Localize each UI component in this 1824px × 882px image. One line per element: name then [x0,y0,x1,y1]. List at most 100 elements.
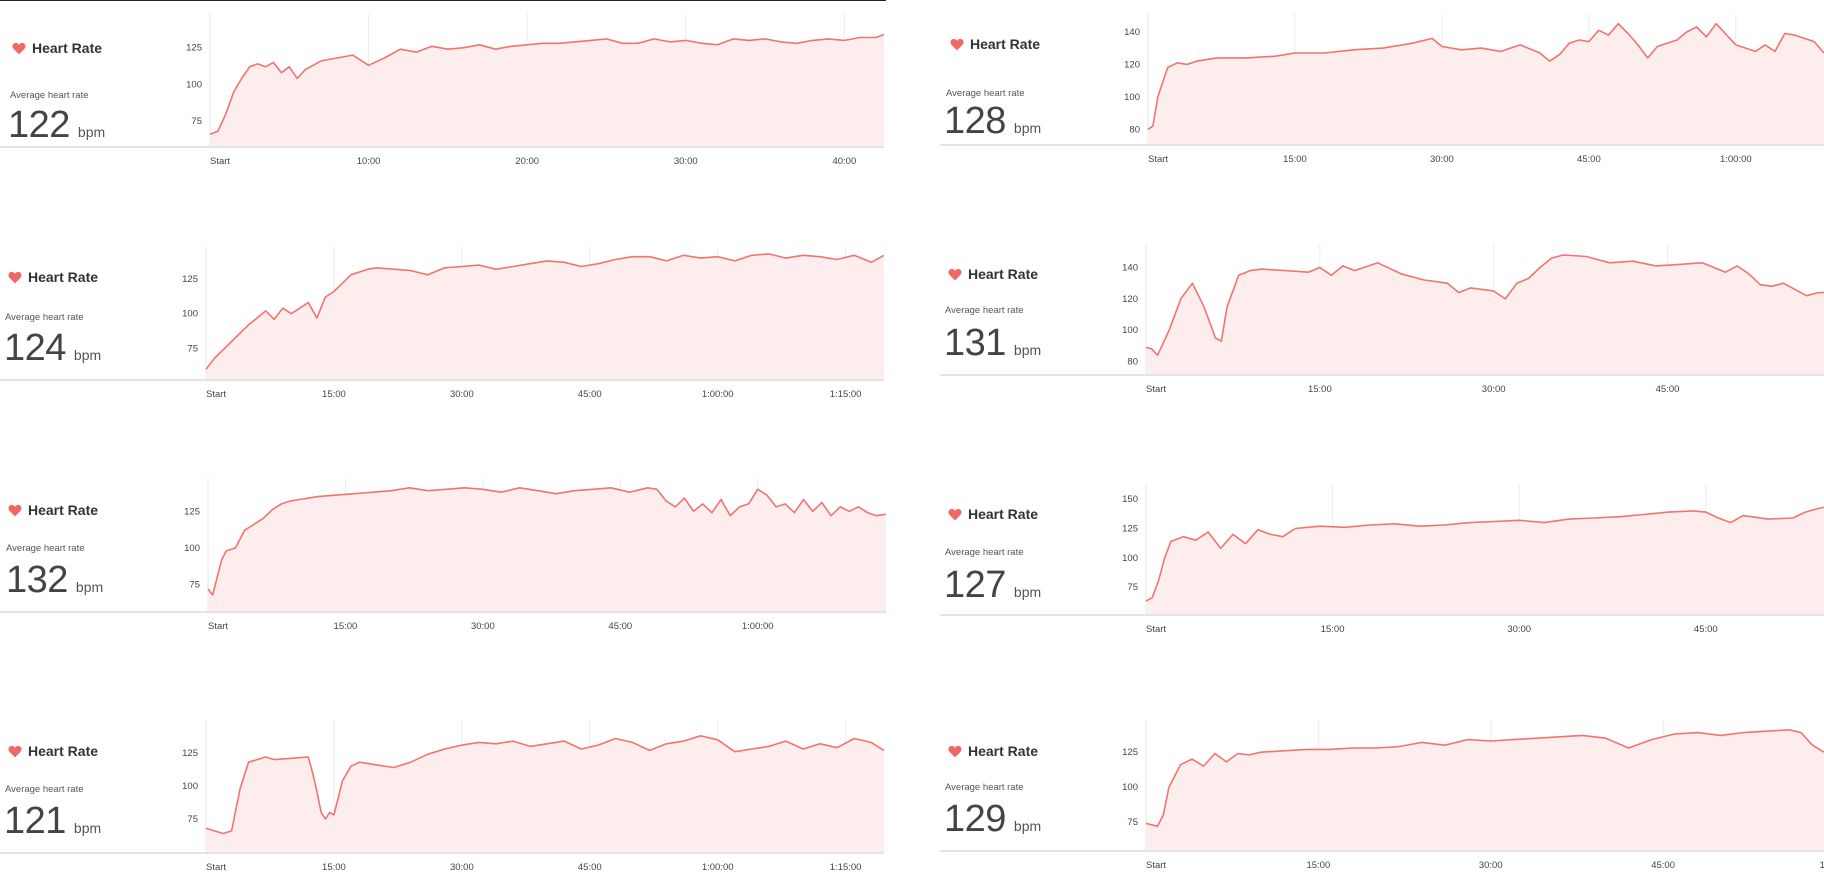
heart-rate-area [1146,255,1824,374]
y-tick-label: 75 [1127,582,1138,593]
chart-header: Heart Rate [948,743,1038,759]
average-heart-rate-value: 129 bpm [944,798,1041,841]
x-tick-label: 10:00 [357,156,381,167]
bpm-number: 121 [4,800,66,842]
heart-rate-panel: Heart Rate Average heart rate 129 bpm 75 100 1… [940,718,1824,880]
x-tick-label: 30:00 [1430,154,1454,165]
heart-rate-plot: 75 100 125 Start 10:00 20:00 30:00 40:00 [186,14,885,167]
bpm-number: 131 [944,322,1006,364]
heart-rate-area [1148,23,1824,145]
heart-rate-area [206,735,884,852]
x-tick-label: 1:00:00 [1820,860,1824,871]
heart-rate-panel: Heart Rate Average heart rate 122 bpm 75 100 1… [0,12,886,176]
bpm-unit: bpm [1013,342,1042,358]
bpm-unit: bpm [1013,584,1042,600]
heart-rate-area [1146,729,1824,850]
average-heart-rate-label: Average heart rate [945,305,1024,316]
heart-rate-panel: Heart Rate Average heart rate 131 bpm 80 100 1… [940,242,1824,404]
y-tick-label: 100 [182,781,198,792]
x-tick-label: 15:00 [1321,624,1345,635]
y-tick-label: 75 [1127,817,1138,828]
y-tick-label: 120 [1124,59,1140,70]
y-tick-label: 125 [1122,747,1138,758]
chart-header: Heart Rate [948,506,1038,522]
bpm-number: 129 [944,798,1006,840]
heart-rate-line [1145,506,1824,602]
y-tick-label: 150 [1122,494,1138,505]
y-tick-label: 75 [187,343,198,354]
bpm-unit: bpm [73,820,102,836]
heart-rate-line [207,487,887,596]
heart-rate-panel: Heart Rate Average heart rate 128 bpm 80 100 1… [940,12,1824,174]
y-tick-label: 140 [1122,262,1138,273]
y-tick-label: 100 [1122,553,1138,564]
x-tick-label: Start [1146,624,1166,635]
average-heart-rate-value: 124 bpm [4,327,101,370]
heart-rate-panel: Heart Rate Average heart rate 127 bpm 75 100 1… [940,482,1824,644]
average-heart-rate-label: Average heart rate [5,312,84,323]
top-rule [0,0,886,1]
x-tick-label: 30:00 [450,862,474,873]
heart-rate-plot: 75 100 125 Start 15:00 30:00 45:00 1:00:00 [1122,720,1824,871]
heart-rate-area [206,253,884,379]
x-tick-label: 30:00 [471,621,495,632]
y-tick-label: 80 [1129,124,1140,135]
heart-icon [948,508,962,520]
heart-rate-plot: 75 100 125 150 Start 15:00 30:00 45:00 [1122,484,1824,635]
average-heart-rate-label: Average heart rate [10,90,89,101]
average-heart-rate-value: 128 bpm [944,100,1041,143]
x-tick-label: Start [1146,860,1166,871]
heart-rate-line [209,33,885,136]
average-heart-rate-value: 131 bpm [944,322,1041,365]
chart-header: Heart Rate [8,502,98,518]
heart-icon [12,42,26,54]
x-tick-label: 30:00 [1482,384,1506,395]
chart-header: Heart Rate [950,36,1040,52]
heart-icon [8,745,22,757]
y-tick-label: 80 [1127,356,1138,367]
x-tick-label: 15:00 [322,862,346,873]
y-tick-label: 100 [1124,92,1140,103]
heart-rate-area [208,487,886,611]
y-tick-label: 125 [182,748,198,759]
heart-rate-line [205,253,885,370]
chart-header: Heart Rate [8,269,98,285]
y-tick-label: 120 [1122,294,1138,305]
y-tick-label: 75 [189,580,200,591]
chart-title: Heart Rate [968,506,1039,522]
heart-rate-plot: 75 100 125 Start 15:00 30:00 45:00 1:00:00 1:15:… [182,720,885,873]
bpm-number: 132 [6,559,68,601]
y-tick-label: 100 [1122,782,1138,793]
average-heart-rate-label: Average heart rate [945,782,1024,793]
chart-title: Heart Rate [28,743,99,759]
y-tick-label: 125 [1122,524,1138,535]
chart-header: Heart Rate [8,743,98,759]
heart-rate-plot: 75 100 125 Start 15:00 30:00 45:00 1:00:00 1:15:… [182,247,885,400]
chart-title: Heart Rate [28,269,99,285]
bpm-unit: bpm [75,579,104,595]
average-heart-rate-value: 127 bpm [944,564,1041,607]
y-tick-label: 100 [1122,325,1138,336]
x-tick-label: 30:00 [1479,860,1503,871]
x-tick-label: Start [1148,154,1168,165]
heart-rate-area [1146,507,1824,614]
bpm-unit: bpm [1013,818,1042,834]
heart-rate-panel: Heart Rate Average heart rate 132 bpm 75 100 1… [0,477,887,641]
bpm-number: 124 [4,327,66,369]
x-tick-label: 15:00 [1283,154,1307,165]
x-tick-label: 1:15:00 [830,862,862,873]
bpm-number: 128 [944,100,1006,142]
heart-rate-area [210,34,884,146]
x-tick-label: 30:00 [450,389,474,400]
x-tick-label: 45:00 [1656,384,1680,395]
heart-rate-panel: Heart Rate Average heart rate 121 bpm 75 100 1… [0,718,886,882]
heart-icon [948,745,962,757]
average-heart-rate-label: Average heart rate [6,543,85,554]
x-tick-label: 15:00 [334,621,358,632]
chart-title: Heart Rate [32,40,103,56]
heart-icon [948,268,962,280]
x-tick-label: Start [208,621,228,632]
x-tick-label: 30:00 [674,156,698,167]
